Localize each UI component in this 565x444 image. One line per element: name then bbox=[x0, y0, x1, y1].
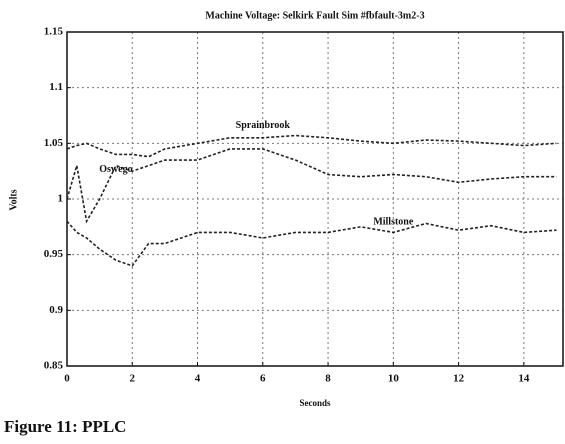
series-label: Sprainbrook bbox=[236, 120, 291, 131]
x-tick-label: 2 bbox=[130, 373, 136, 385]
y-tick-label: 1.1 bbox=[49, 81, 63, 93]
chart-title: Machine Voltage: Selkirk Fault Sim #fbfa… bbox=[205, 10, 424, 21]
y-tick-label: 0.95 bbox=[44, 248, 64, 260]
caption: Figure 11: PPLC bbox=[4, 417, 126, 436]
x-tick-label: 12 bbox=[453, 373, 465, 385]
series-label: Millstone bbox=[373, 217, 414, 228]
y-axis-label: Volts bbox=[8, 189, 19, 210]
series-line bbox=[66, 148, 557, 224]
x-tick-label: 14 bbox=[518, 373, 530, 385]
y-tick-label: 0.9 bbox=[49, 304, 63, 316]
y-tick-label: 1.05 bbox=[44, 137, 64, 149]
y-tick-label: 1 bbox=[58, 193, 64, 205]
x-tick-label: 10 bbox=[388, 373, 400, 385]
x-tick-label: 4 bbox=[195, 373, 201, 385]
y-tick-label: 1.15 bbox=[44, 26, 64, 38]
x-tick-label: 8 bbox=[325, 373, 331, 385]
series-line bbox=[66, 220, 557, 267]
x-axis-label: Seconds bbox=[299, 398, 331, 408]
series-line bbox=[66, 134, 557, 158]
x-tick-label: 0 bbox=[64, 373, 70, 385]
y-tick-label: 0.85 bbox=[44, 360, 64, 372]
x-tick-label: 6 bbox=[260, 373, 266, 385]
series-label: Oswego bbox=[99, 164, 132, 175]
